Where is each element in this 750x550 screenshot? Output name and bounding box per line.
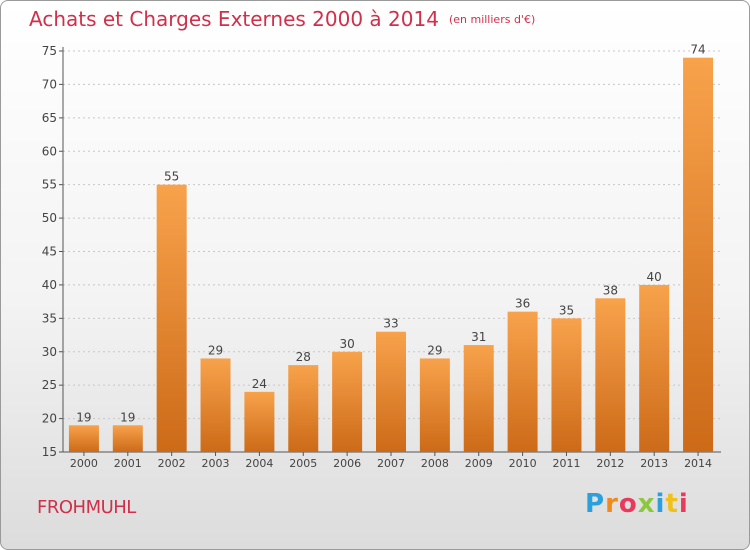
x-tick-label: 2009: [465, 457, 493, 470]
chart-subtitle: (en milliers d'€): [448, 13, 536, 26]
bar: [244, 391, 275, 452]
y-tick-label: 35: [42, 311, 57, 325]
x-tick-label: 2014: [684, 457, 712, 470]
y-tick-label: 65: [42, 111, 57, 125]
y-tick-label: 45: [42, 245, 57, 259]
chart-title-text: Achats et Charges Externes 2000 à 2014: [29, 7, 439, 31]
bar-value-label: 28: [296, 350, 311, 364]
y-tick-label: 15: [42, 445, 57, 459]
y-tick-label: 70: [42, 77, 57, 91]
x-tick-label: 2012: [596, 457, 624, 470]
x-tick-label: 2003: [202, 457, 230, 470]
commune-name: FROHMUHL: [37, 497, 136, 518]
x-tick-label: 2007: [377, 457, 405, 470]
bar-value-label: 31: [471, 330, 486, 344]
bar-value-label: 36: [515, 297, 530, 311]
x-tick-label: 2004: [245, 457, 273, 470]
bar-value-label: 33: [383, 317, 398, 331]
x-tick-label: 2013: [640, 457, 668, 470]
logo-letter: o: [618, 489, 638, 519]
logo-letter: P: [585, 489, 606, 519]
bar-value-label: 55: [164, 170, 179, 184]
bar: [200, 358, 231, 452]
y-tick-label: 50: [42, 211, 57, 225]
chart-title: Achats et Charges Externes 2000 à 2014 (e…: [29, 7, 535, 31]
bar-value-label: 29: [427, 343, 442, 357]
x-tick-label: 2006: [333, 457, 361, 470]
bar-value-label: 24: [252, 377, 267, 391]
y-tick-label: 55: [42, 178, 57, 192]
x-tick-label: 2005: [289, 457, 317, 470]
x-tick-label: 2001: [114, 457, 142, 470]
bar-value-label: 35: [559, 303, 574, 317]
x-tick-label: 2002: [158, 457, 186, 470]
bar: [463, 345, 494, 452]
x-tick-label: 2011: [552, 457, 580, 470]
x-tick-label: 2010: [509, 457, 537, 470]
bar: [68, 425, 99, 452]
bar: [639, 284, 670, 452]
bar: [683, 57, 714, 452]
bar-value-label: 40: [647, 270, 662, 284]
logo-letter: x: [637, 489, 656, 519]
bar: [595, 298, 626, 452]
y-tick-label: 30: [42, 345, 57, 359]
bar: [112, 425, 143, 452]
bar: [507, 311, 538, 452]
y-tick-label: 60: [42, 144, 57, 158]
bar: [376, 331, 406, 452]
bar-value-label: 74: [690, 43, 705, 57]
bar-value-label: 38: [603, 283, 618, 297]
bar-value-label: 19: [76, 410, 91, 424]
y-tick-label: 75: [42, 44, 57, 58]
bar: [156, 184, 187, 452]
x-tick-label: 2000: [70, 457, 98, 470]
bar-value-label: 29: [208, 343, 223, 357]
y-tick-label: 25: [42, 378, 57, 392]
bar-value-label: 30: [339, 337, 354, 351]
bar-value-label: 19: [120, 410, 135, 424]
logo-letter: t: [665, 489, 679, 519]
bar: [288, 365, 319, 452]
y-tick-label: 40: [42, 278, 57, 292]
x-tick-label: 2008: [421, 457, 449, 470]
logo-letter: i: [678, 489, 689, 519]
bar: [419, 358, 450, 452]
y-tick-label: 20: [42, 412, 57, 426]
bar: [551, 318, 582, 452]
logo-letter: i: [655, 489, 666, 519]
proxiti-logo: Proxiti: [585, 489, 689, 519]
logo-letter: r: [605, 489, 619, 519]
bar: [332, 351, 363, 452]
